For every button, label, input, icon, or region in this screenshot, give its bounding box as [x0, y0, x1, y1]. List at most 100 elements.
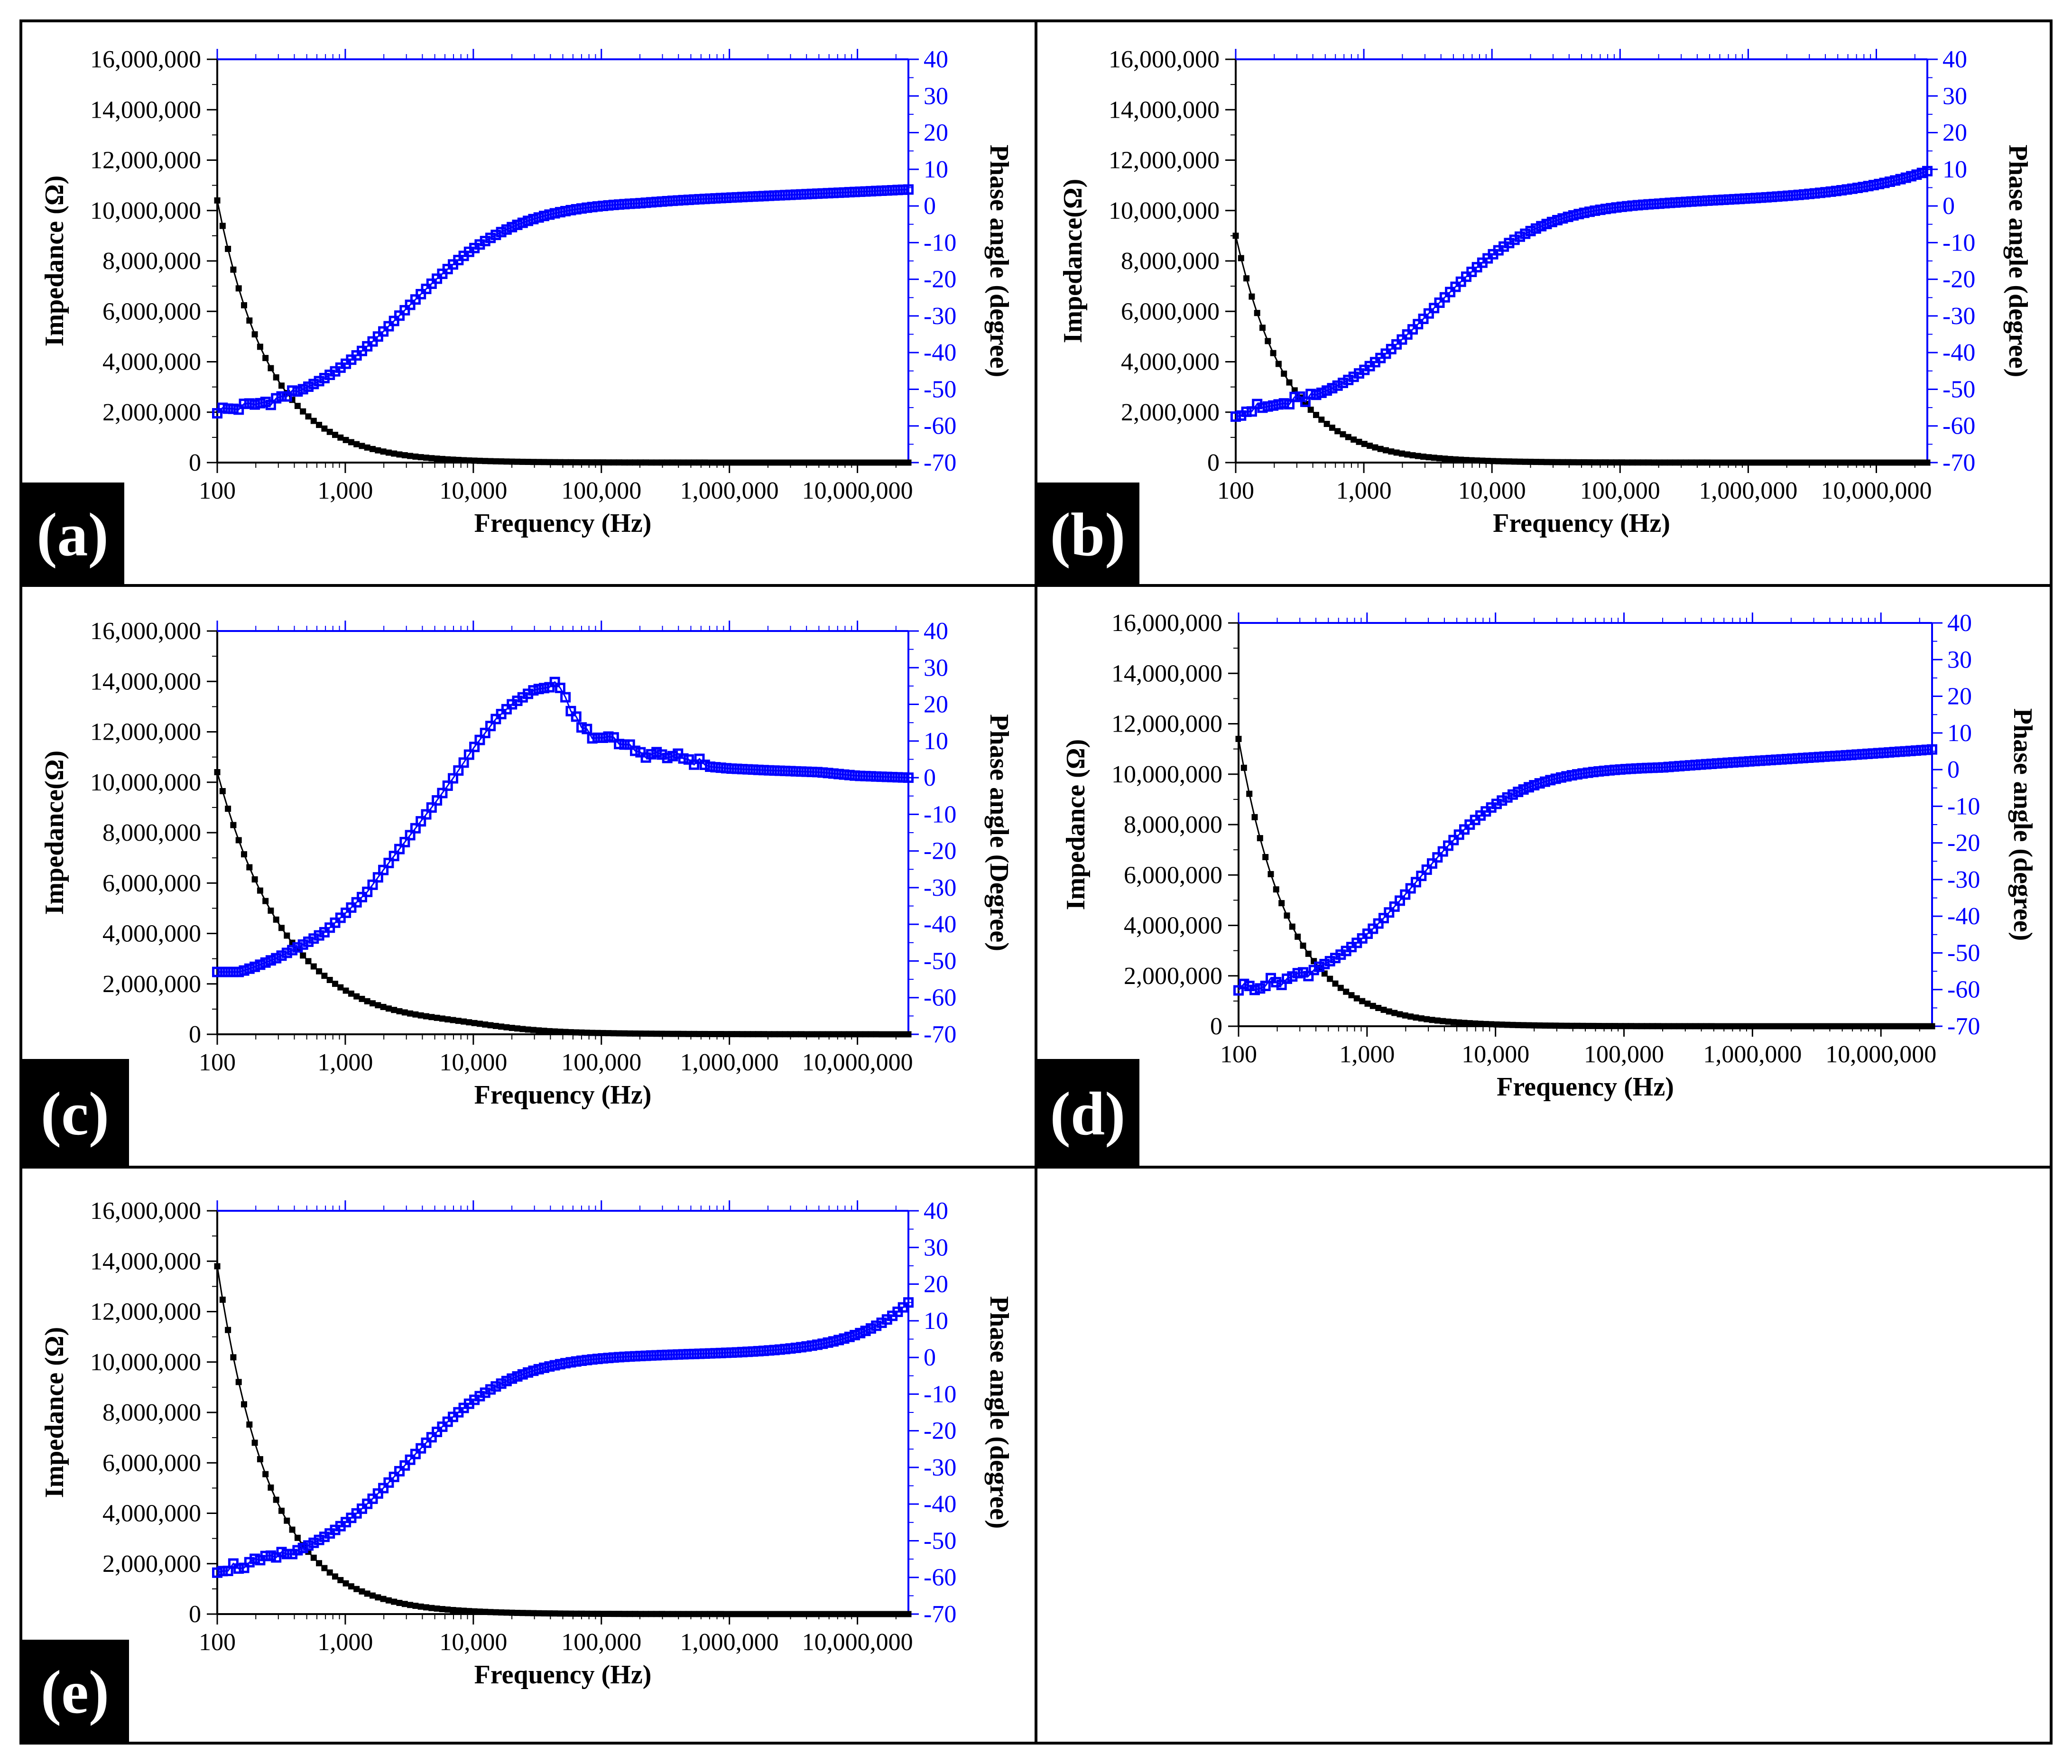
phase-point	[1653, 762, 1663, 773]
phase-point	[1327, 383, 1338, 394]
impedance-point	[562, 1029, 569, 1035]
impedance-point	[1367, 443, 1373, 449]
impedance-point	[476, 457, 483, 464]
impedance-point	[1431, 455, 1437, 461]
phase-point	[1745, 193, 1756, 204]
phase-point	[833, 769, 844, 780]
impedance-point	[648, 1611, 655, 1617]
impedance-point	[825, 1031, 832, 1038]
phase-point	[1395, 895, 1405, 906]
impedance-point	[525, 1026, 531, 1033]
phase-point	[432, 795, 443, 806]
impedance-point	[1442, 455, 1448, 462]
phase-point	[640, 197, 651, 208]
impedance-point	[1585, 1022, 1591, 1029]
impedance-point	[1456, 1019, 1462, 1026]
impedance-point	[723, 1031, 730, 1038]
phase-point	[673, 195, 684, 206]
y-right-tick-label: -20	[924, 266, 956, 293]
impedance-point	[509, 1025, 515, 1031]
phase-point	[587, 733, 598, 744]
impedance-point	[696, 1611, 703, 1617]
phase-point	[823, 1337, 833, 1348]
impedance-point	[664, 1611, 671, 1617]
phase-point	[850, 186, 860, 197]
impedance-point	[873, 1031, 879, 1038]
impedance-point	[723, 459, 730, 466]
impedance-point	[787, 1611, 794, 1617]
impedance-series	[214, 197, 912, 466]
phase-point	[860, 771, 871, 781]
phase-point	[1814, 752, 1824, 762]
impedance-point	[1758, 459, 1765, 466]
impedance-point	[1655, 1023, 1661, 1030]
phase-point	[1701, 759, 1711, 770]
phase-series	[1233, 744, 1937, 996]
impedance-point	[879, 1611, 885, 1617]
impedance-point	[702, 1031, 708, 1037]
phase-point	[1278, 398, 1289, 409]
phase-point	[823, 188, 833, 199]
impedance-point	[471, 457, 478, 464]
phase-point	[1665, 197, 1675, 208]
impedance-point	[1859, 459, 1866, 466]
impedance-point	[1886, 1023, 1892, 1030]
phase-point	[844, 187, 855, 198]
impedance-point	[1645, 459, 1652, 466]
impedance-point	[1735, 1023, 1742, 1030]
phase-series	[212, 1297, 914, 1578]
impedance-point	[1289, 923, 1295, 930]
phase-point	[1540, 776, 1550, 787]
phase-point	[592, 201, 603, 212]
impedance-point	[444, 1016, 451, 1022]
phase-point	[228, 403, 239, 414]
y-left-axis-title: Impedance (Ω)	[40, 176, 69, 347]
impedance-point	[841, 459, 847, 466]
y-left-tick-label: 2,000,000	[102, 971, 201, 998]
phase-point	[646, 749, 657, 760]
impedance-point	[359, 995, 365, 1002]
impedance-point	[787, 459, 794, 466]
y-left-tick-label: 6,000,000	[1121, 298, 1220, 325]
y-right-tick-label: -30	[924, 1454, 956, 1481]
phase-point	[1557, 213, 1568, 224]
impedance-point	[1257, 835, 1263, 842]
phase-point	[1606, 203, 1617, 214]
phase-point	[565, 1357, 576, 1368]
impedance-point	[1402, 1012, 1408, 1019]
phase-point	[801, 1341, 812, 1352]
phase-point	[710, 193, 721, 204]
impedance-point	[1611, 1023, 1618, 1030]
impedance-point	[278, 382, 285, 389]
series-line	[1235, 170, 1928, 418]
y-left-tick-label: 16,000,000	[1111, 610, 1222, 637]
impedance-point	[353, 993, 360, 1000]
impedance-point	[1386, 1008, 1392, 1015]
phase-point	[699, 760, 710, 770]
phase-point	[635, 1351, 646, 1362]
impedance-point	[1511, 458, 1518, 465]
impedance-point	[648, 459, 655, 466]
y-right-tick-label: 40	[1947, 610, 1972, 637]
y-right-tick-label: 30	[924, 654, 948, 681]
y-right-tick-label: -40	[1942, 339, 1975, 366]
impedance-point	[653, 1611, 660, 1617]
impedance-point	[1714, 1023, 1720, 1030]
y-left-tick-label: 6,000,000	[102, 870, 201, 897]
impedance-point	[353, 441, 360, 447]
impedance-point	[857, 1611, 863, 1617]
impedance-point	[1493, 1021, 1500, 1028]
phase-point	[1793, 189, 1804, 200]
impedance-point	[1547, 1022, 1554, 1029]
phase-point	[549, 677, 560, 687]
phase-point	[1316, 387, 1327, 398]
phase-point	[1900, 746, 1911, 757]
phase-point	[764, 190, 775, 201]
impedance-point	[814, 1611, 821, 1617]
phase-point	[1685, 760, 1695, 771]
phase-point	[571, 1356, 582, 1367]
impedance-point	[407, 1602, 414, 1608]
phase-point	[1632, 200, 1643, 211]
phase-point	[876, 186, 887, 196]
impedance-point	[1509, 1021, 1516, 1028]
